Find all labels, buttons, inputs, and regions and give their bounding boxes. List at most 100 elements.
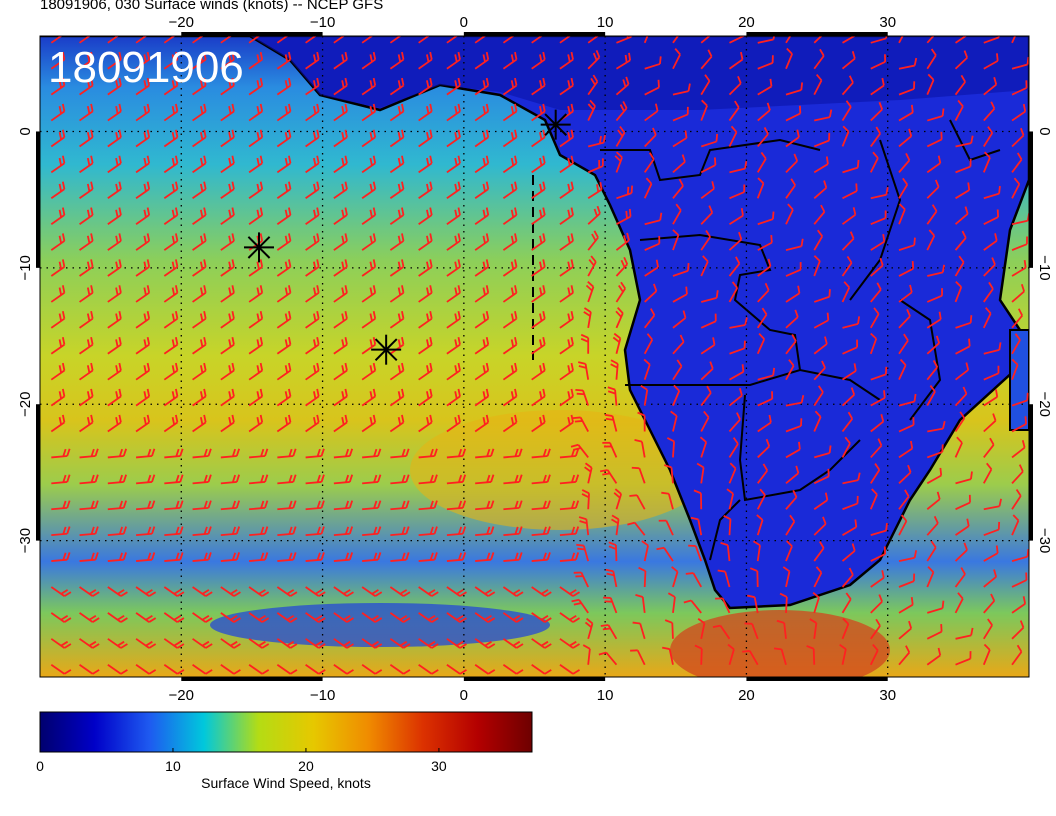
wind-barb <box>418 181 433 200</box>
wind-barb <box>361 414 377 433</box>
wind-barb <box>954 206 969 225</box>
wind-barb <box>898 393 917 407</box>
wind-barb <box>757 414 772 433</box>
wind-barb <box>333 103 348 122</box>
wind-barb <box>842 159 860 174</box>
wind-barb <box>446 336 461 355</box>
wind-barb <box>361 285 377 303</box>
wind-barb <box>305 285 320 303</box>
wind-barb <box>135 526 156 537</box>
wind-barb <box>813 48 825 70</box>
wind-barb <box>672 48 681 70</box>
wind-barb <box>756 514 764 536</box>
wind-barb <box>870 413 885 433</box>
wind-barb <box>276 663 298 675</box>
wind-barb <box>79 362 94 381</box>
wind-barb <box>587 205 601 225</box>
wind-barb <box>531 362 546 381</box>
wind-barb <box>361 259 377 277</box>
wind-barb <box>220 285 235 303</box>
lon-tick-label-bottom: 30 <box>879 687 896 704</box>
wind-barb <box>474 638 496 649</box>
wind-barb <box>50 103 66 122</box>
frame-tick-bars <box>36 32 1033 681</box>
wind-barb <box>502 612 524 623</box>
wind-barb <box>502 259 518 277</box>
wind-barb <box>955 315 973 329</box>
wind-barb <box>1011 127 1025 148</box>
wind-barb <box>926 491 941 510</box>
wind-barb <box>1011 283 1025 303</box>
wind-barb <box>643 36 652 44</box>
wind-barb <box>982 462 993 484</box>
wind-barb <box>305 388 320 407</box>
wind-barb <box>756 307 768 329</box>
wind-barb <box>418 474 438 485</box>
wind-barb <box>220 586 241 597</box>
wind-barb <box>605 568 618 588</box>
wind-barb <box>898 489 910 510</box>
wind-barb <box>898 203 906 225</box>
wind-barb <box>577 361 590 380</box>
wind-barb <box>870 126 881 148</box>
wind-barb <box>474 51 490 70</box>
wind-barb <box>729 364 745 381</box>
wind-barb <box>502 311 518 329</box>
calm-ocean-region <box>210 603 550 647</box>
wind-barb <box>757 102 771 122</box>
lon-tick-label-top: −20 <box>169 14 194 31</box>
wind-barb <box>79 103 94 122</box>
wind-barb <box>559 285 574 303</box>
wind-barb <box>870 618 881 640</box>
wind-barb <box>757 282 770 303</box>
wind-barb <box>79 448 99 459</box>
wind-barb <box>362 500 382 511</box>
wind-barb <box>50 233 66 251</box>
lat-tick-label-right: −20 <box>1036 392 1053 417</box>
wind-barb <box>926 385 936 407</box>
wind-barb <box>389 612 411 623</box>
wind-barb <box>839 643 847 665</box>
wind-barb <box>531 663 552 675</box>
lon-tick-label-bottom: 0 <box>460 687 468 704</box>
wind-barb <box>305 336 320 355</box>
wind-barb <box>333 181 348 200</box>
wind-barb <box>785 47 793 70</box>
wind-barb <box>277 500 297 511</box>
wind-barb <box>587 255 597 277</box>
wind-barb <box>107 51 122 70</box>
wind-barb <box>474 414 490 433</box>
wind-barb <box>107 526 127 537</box>
wind-barb <box>135 586 157 597</box>
wind-barb <box>983 185 1001 200</box>
wind-barb <box>248 207 264 225</box>
wind-barb <box>333 51 348 70</box>
wind-barb <box>600 624 618 640</box>
wind-barb <box>587 99 596 121</box>
wind-barb <box>638 566 647 588</box>
wind-barb <box>757 234 773 251</box>
wind-barb <box>220 155 235 174</box>
wind-barb <box>926 36 939 44</box>
wind-barb <box>559 362 574 381</box>
wind-barb <box>79 336 94 355</box>
wind-barb <box>785 309 799 329</box>
wind-barb <box>672 334 685 355</box>
wind-barb <box>51 526 71 537</box>
wind-barb <box>107 612 128 623</box>
wind-barb <box>630 649 646 666</box>
wind-barb <box>785 178 796 199</box>
wind-barb <box>389 51 405 70</box>
wind-barb <box>955 494 971 511</box>
wind-barb <box>220 77 235 96</box>
wind-barb <box>841 543 856 562</box>
wind-barb <box>333 526 354 537</box>
wind-barb <box>531 311 546 329</box>
wind-barb <box>813 229 824 251</box>
wind-barb <box>192 388 207 407</box>
wind-barb <box>446 663 467 675</box>
wind-barb <box>474 362 490 381</box>
wind-barb <box>580 333 590 354</box>
wind-barb <box>1011 489 1022 510</box>
wind-barb <box>644 212 663 226</box>
